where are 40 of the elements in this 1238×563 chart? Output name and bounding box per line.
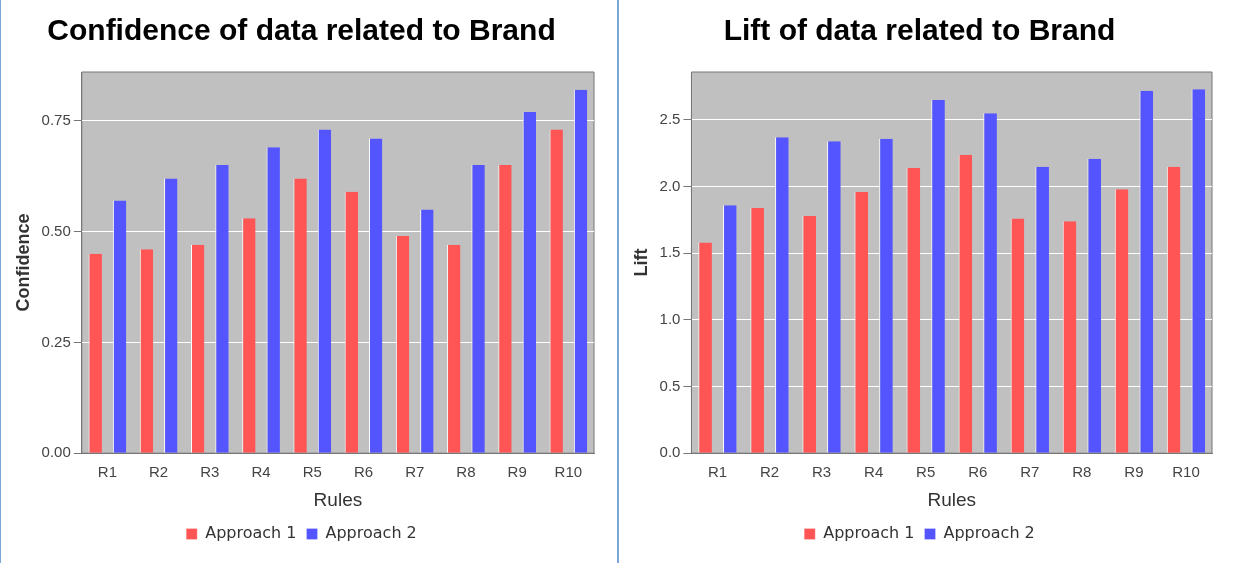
legend-label: Approach 2	[325, 523, 417, 543]
x-tick-label: R10	[1172, 463, 1200, 481]
x-tick-label: R2	[149, 463, 169, 481]
x-tick-label: R3	[200, 463, 220, 481]
y-tick-label: 2.0	[659, 176, 681, 194]
x-tick-label: R5	[916, 463, 936, 481]
x-tick-label: R8	[1072, 463, 1092, 481]
y-tick-label: 0.25	[41, 332, 71, 350]
x-tick-label: R1	[97, 463, 117, 481]
legend-label: Approach 1	[823, 523, 915, 543]
chart-title: Lift of data related to Brand	[723, 13, 1116, 47]
x-tick-label: R4	[864, 463, 884, 481]
x-tick-label: R6	[968, 463, 988, 481]
x-tick-label: R4	[251, 463, 271, 481]
y-tick-label: 0.75	[41, 110, 71, 128]
x-tick-label: R3	[812, 463, 832, 481]
y-tick-label: 0.00	[41, 443, 71, 461]
x-axis-title: Rules	[927, 488, 977, 510]
x-tick-label: R5	[302, 463, 322, 481]
y-axis-title: Confidence	[12, 213, 33, 312]
x-tick-label: R10	[554, 463, 583, 481]
chart-title: Confidence of data related to Brand	[47, 13, 556, 47]
y-tick-label: 0.0	[659, 443, 681, 461]
x-axis-title: Rules	[313, 488, 363, 510]
y-tick-label: 0.50	[41, 221, 71, 239]
y-tick-label: 1.5	[659, 243, 681, 261]
x-tick-label: R1	[707, 463, 728, 481]
x-tick-label: R9	[507, 463, 527, 481]
x-tick-label: R6	[353, 463, 374, 481]
y-tick-label: 2.5	[659, 110, 681, 128]
y-tick-label: 0.5	[659, 376, 681, 394]
y-tick-label: 1.0	[659, 310, 681, 328]
x-tick-label: R7	[405, 463, 425, 481]
y-axis-title: Lift	[630, 248, 651, 277]
legend-label: Approach 2	[943, 523, 1035, 543]
x-tick-label: R2	[759, 463, 780, 481]
x-tick-label: R9	[1124, 463, 1144, 481]
x-tick-label: R7	[1020, 463, 1040, 481]
x-tick-label: R8	[456, 463, 476, 481]
legend-label: Approach 1	[205, 523, 297, 543]
